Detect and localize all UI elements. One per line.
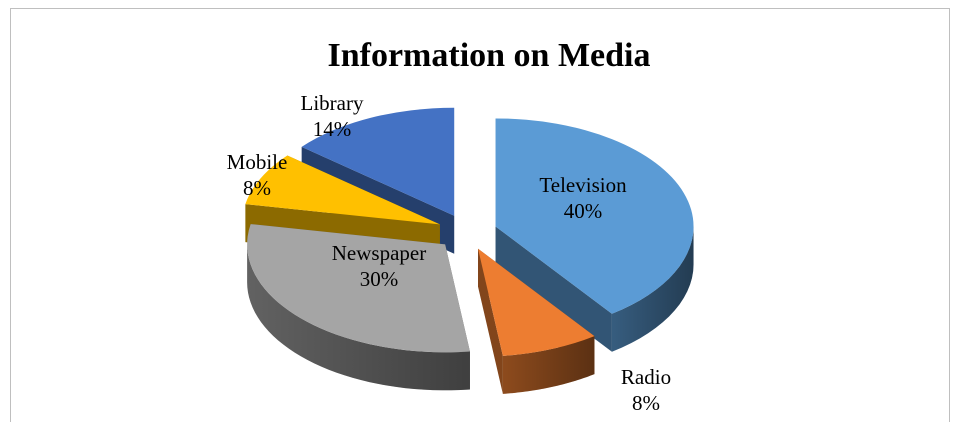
slice-side-face [478, 248, 503, 394]
pie-slice-newspaper [247, 224, 470, 391]
slice-wall-shading [611, 226, 694, 352]
slice-wall-shading [247, 244, 470, 391]
chart-frame [10, 8, 950, 422]
label-television: Television 40% [539, 173, 627, 223]
slice-top-face [245, 155, 440, 225]
label-library: Library 14% [301, 91, 364, 141]
slice-wall-shading [502, 336, 595, 394]
slice-top-face [478, 248, 595, 356]
data-label-percent: 14% [313, 117, 352, 141]
chart-title: Information on Media [328, 37, 651, 74]
label-mobile: Mobile 8% [227, 150, 288, 200]
slice-top-face [247, 224, 470, 353]
data-label-category: Library [301, 91, 364, 115]
data-label-category: Mobile [227, 150, 288, 174]
pie-slice-radio [478, 248, 595, 394]
pie-slice-television [495, 118, 694, 352]
data-label-percent: 30% [360, 267, 399, 291]
pie-slice-mobile [245, 155, 440, 263]
data-label-category: Radio [621, 365, 671, 389]
data-label-percent: 8% [632, 391, 660, 415]
data-label-percent: 8% [243, 176, 271, 200]
label-radio: Radio 8% [621, 365, 671, 415]
data-label-category: Newspaper [332, 241, 426, 265]
data-label-percent: 40% [564, 199, 603, 223]
slice-top-face [301, 107, 455, 216]
data-label-category: Television [539, 173, 627, 197]
slice-top-face [495, 118, 694, 314]
slice-side-face [495, 226, 612, 352]
label-newspaper: Newspaper 30% [332, 241, 426, 291]
